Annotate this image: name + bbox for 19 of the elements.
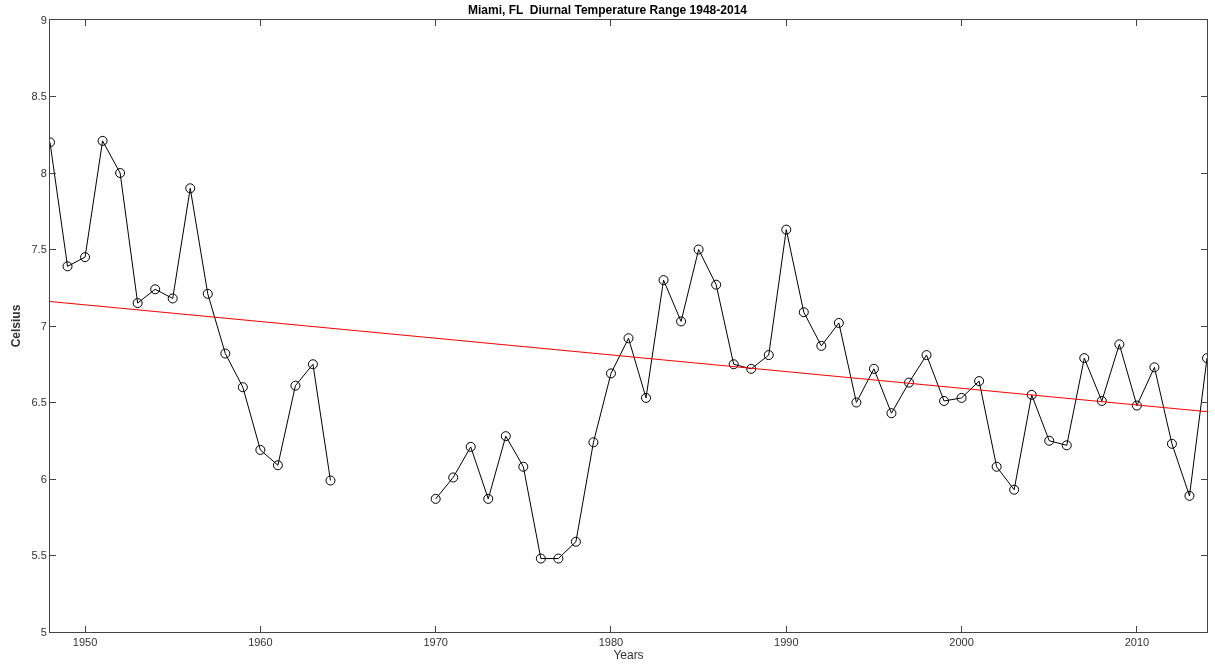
x-tick-label: 2010 — [1124, 636, 1150, 649]
y-tick-label: 7 — [40, 319, 47, 332]
y-tick-label: 8 — [40, 166, 47, 179]
chart-title: Miami, FL Diurnal Temperature Range 1948-2014 — [468, 2, 748, 17]
x-tick-label: 1950 — [72, 636, 98, 649]
x-tick-label: 1990 — [774, 636, 799, 649]
y-tick-label: 9 — [40, 13, 47, 26]
x-tick-label: 1970 — [423, 636, 448, 649]
y-tick-label: 6.5 — [31, 396, 47, 409]
x-axis-title: Years — [613, 648, 644, 663]
y-tick-label: 8.5 — [31, 90, 47, 103]
y-tick-label: 5 — [40, 625, 47, 638]
x-tick-label: 2000 — [949, 636, 974, 649]
x-tick-label: 1960 — [248, 636, 273, 649]
y-tick-label: 7.5 — [31, 243, 47, 256]
y-tick-label: 6 — [40, 472, 47, 485]
x-tick-label: 1980 — [598, 636, 624, 649]
y-axis-title: Celsius — [8, 304, 23, 348]
y-tick-label: 5.5 — [31, 549, 47, 562]
